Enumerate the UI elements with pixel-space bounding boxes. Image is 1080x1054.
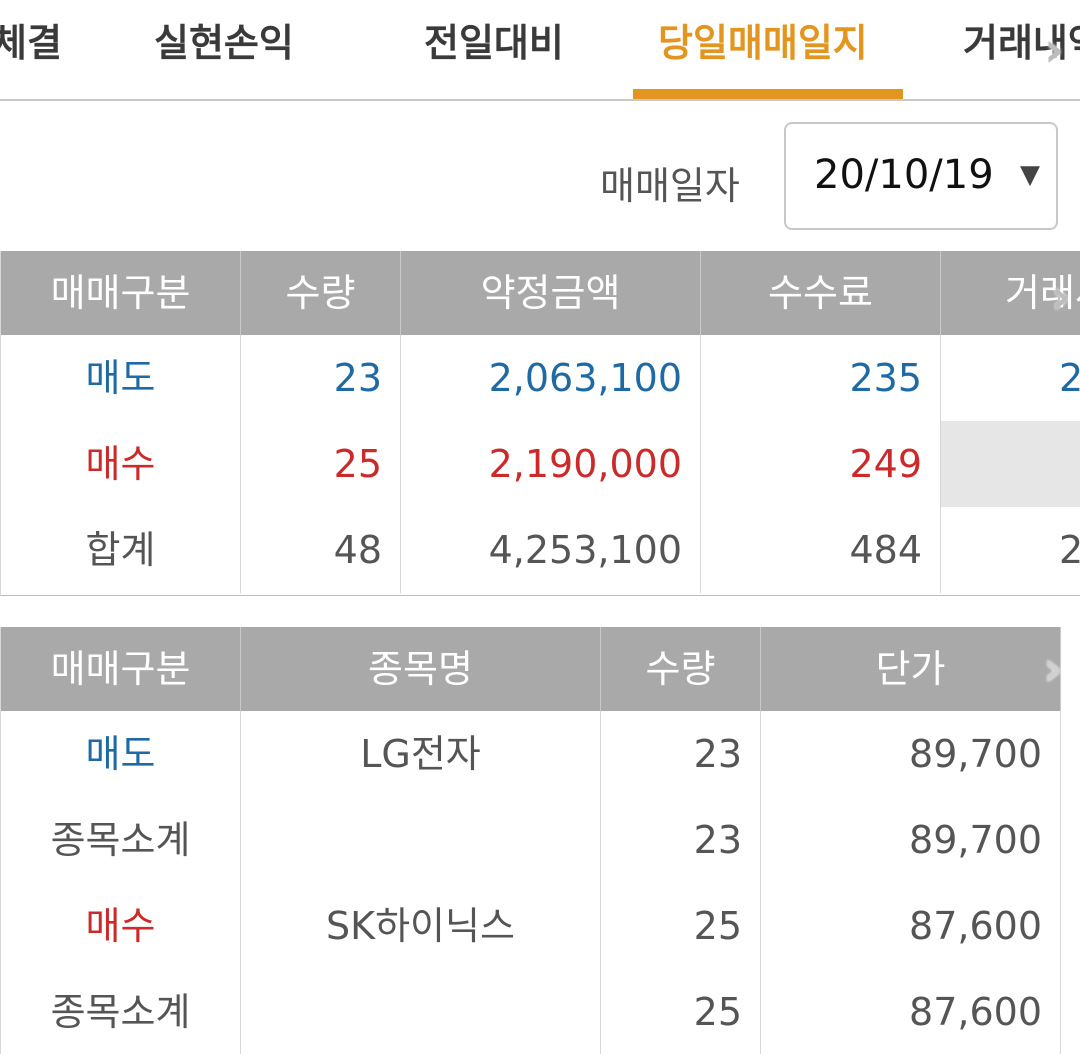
unit-price-cell: 87,600: [761, 969, 1061, 1054]
quantity-cell: 48: [241, 507, 401, 593]
tab-transaction-history[interactable]: 거래내역: [963, 21, 1080, 65]
table-row[interactable]: 매도 LG전자 23 89,700: [1, 711, 1080, 798]
header-quantity: 수량: [241, 251, 401, 335]
quantity-cell: 25: [241, 421, 401, 507]
amount-cell: 2,190,000: [401, 421, 701, 507]
trade-type-sell: 매도: [1, 335, 241, 421]
dropdown-arrow-icon: ▼: [1020, 160, 1040, 190]
quantity-cell: 23: [601, 797, 761, 883]
unit-price-cell: 89,700: [761, 797, 1061, 883]
summary-table: 매매구분 수량 약정금액 수수료 거래세 › 매도 23 2,063,100 2…: [0, 251, 1080, 596]
stock-name-cell: LG전자: [241, 711, 601, 797]
quantity-cell: 23: [241, 335, 401, 421]
fee-cell: 484: [701, 507, 941, 593]
trade-type-buy: 매수: [1, 421, 241, 507]
summary-header-row: 매매구분 수량 약정금액 수수료 거래세: [1, 251, 1080, 335]
tax-cell: 2: [941, 335, 1080, 421]
tax-cell: 2: [941, 507, 1080, 593]
chevron-right-icon[interactable]: ›: [1043, 641, 1063, 697]
stock-name-cell: [241, 797, 601, 883]
table-row[interactable]: 매수 SK하이닉스 25 87,600: [1, 883, 1080, 970]
tax-cell: [941, 421, 1080, 507]
fee-cell: 235: [701, 335, 941, 421]
stock-name-cell: [241, 969, 601, 1054]
active-tab-indicator: [633, 89, 903, 99]
detail-table: 매매구분 종목명 수량 단가 › 매도 LG전자 23 89,700 종목소계 …: [0, 627, 1080, 1054]
table-row[interactable]: 매수 25 2,190,000 249: [1, 421, 1080, 508]
detail-header-row: 매매구분 종목명 수량 단가: [1, 627, 1080, 711]
tab-daily-trading-journal[interactable]: 당일매매일지: [658, 21, 868, 65]
header-transaction-tax: 거래세: [941, 251, 1080, 335]
fee-cell: 249: [701, 421, 941, 507]
trade-type-total: 합계: [1, 507, 241, 593]
chevron-right-icon[interactable]: ›: [1044, 22, 1064, 78]
tab-realized-pnl[interactable]: 실현손익: [154, 21, 294, 65]
amount-cell: 4,253,100: [401, 507, 701, 593]
unit-price-cell: 87,600: [761, 883, 1061, 969]
tab-vs-previous-day[interactable]: 전일대비: [424, 21, 564, 65]
trade-date-select[interactable]: 20/10/19 ▼: [784, 122, 1058, 230]
header-unit-price: 단가: [761, 627, 1061, 711]
stock-name-cell: SK하이닉스: [241, 883, 601, 969]
table-row[interactable]: 매도 23 2,063,100 235 2: [1, 335, 1080, 422]
table-row[interactable]: 종목소계 25 87,600: [1, 969, 1080, 1054]
trade-type-subtotal: 종목소계: [1, 797, 241, 883]
header-contract-amount: 약정금액: [401, 251, 701, 335]
tab-bar: 체결 실현손익 전일대비 당일매매일지 거래내역 ›: [0, 0, 1080, 101]
trade-type-buy: 매수: [1, 883, 241, 969]
quantity-cell: 25: [601, 883, 761, 969]
chevron-right-icon[interactable]: ›: [1051, 269, 1071, 325]
table-row[interactable]: 합계 48 4,253,100 484 2: [1, 507, 1080, 593]
trade-date-value: 20/10/19: [814, 152, 994, 198]
trade-date-label: 매매일자: [600, 164, 740, 208]
header-trade-type: 매매구분: [1, 627, 241, 711]
quantity-cell: 25: [601, 969, 761, 1054]
trade-type-subtotal: 종목소계: [1, 969, 241, 1054]
header-overflow: [1061, 627, 1080, 711]
quantity-cell: 23: [601, 711, 761, 797]
unit-price-cell: 89,700: [761, 711, 1061, 797]
table-row[interactable]: 종목소계 23 89,700: [1, 797, 1080, 884]
header-trade-type: 매매구분: [1, 251, 241, 335]
header-stock-name: 종목명: [241, 627, 601, 711]
header-fee: 수수료: [701, 251, 941, 335]
trade-type-sell: 매도: [1, 711, 241, 797]
tab-execution[interactable]: 체결: [0, 21, 62, 65]
header-quantity: 수량: [601, 627, 761, 711]
amount-cell: 2,063,100: [401, 335, 701, 421]
